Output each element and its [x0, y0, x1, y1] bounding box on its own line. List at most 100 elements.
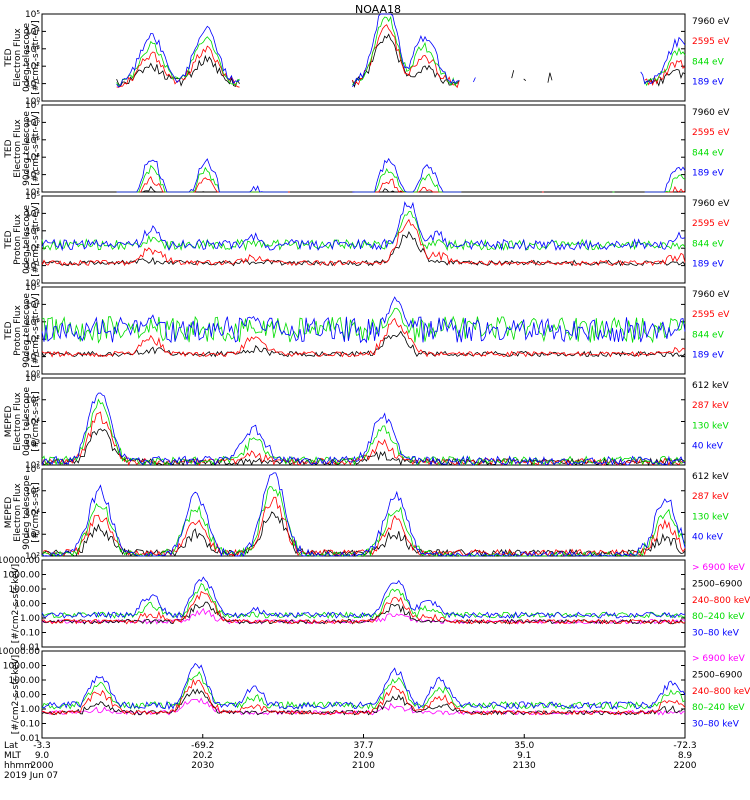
y-tick-label: 1.00: [20, 705, 40, 715]
x-tick-lat: -69.2: [191, 741, 214, 751]
legend-entry: 40 keV: [692, 533, 724, 543]
y-tick-label: 10⁵: [25, 192, 40, 202]
legend-entry: 189 eV: [692, 78, 725, 88]
series-trace: [41, 662, 686, 711]
y-axis-label: TEDProton Flux0deg telescope[#/cm2-s-str…: [4, 202, 41, 277]
y-tick-label: 10.00: [14, 600, 40, 610]
y-axis-label-line: 0deg telescope: [22, 205, 32, 275]
legend-entry: 2595 eV: [692, 128, 730, 138]
y-axis-label-line: TED: [4, 48, 14, 67]
y-axis-label-line: TED: [4, 139, 14, 158]
y-axis-label-line: [#/cm2-s-str-keV]: [11, 564, 21, 643]
y-tick-label: 0.10: [20, 720, 40, 730]
y-axis-label: MEPEDElectron Flux90deg telescope[#/cm2-…: [4, 475, 41, 550]
legend-entry: 2500–6900: [692, 670, 743, 680]
series-trace: [116, 164, 686, 193]
y-tick-label: 10²: [25, 461, 40, 471]
legend-entry: > 6900 keV: [692, 563, 746, 573]
legend-entry: 189 eV: [692, 169, 725, 179]
y-axis-label: TEDProton Flux90deg telescope[#/cm2-s-st…: [4, 293, 41, 368]
y-tick-label: 10⁰: [25, 97, 40, 107]
legend-entry: 130 keV: [692, 512, 729, 522]
y-tick-label: 10⁷: [25, 101, 40, 111]
legend-entry: 844 eV: [692, 148, 725, 158]
y-tick-label: 10¹: [25, 80, 40, 90]
y-tick-label: 100.00: [9, 585, 41, 595]
y-tick-label: 10⁶: [25, 118, 40, 128]
legend-entry: 189 eV: [692, 351, 725, 361]
y-tick-label: 10.00: [14, 691, 40, 701]
y-tick-label: 0.10: [20, 629, 40, 639]
y-tick-label: 10³: [25, 227, 40, 237]
legend-entry: 30–80 keV: [692, 629, 740, 639]
legend-entry: 30–80 keV: [692, 720, 740, 730]
legend-entry: 844 eV: [692, 330, 725, 340]
y-tick-label: 10⁴: [25, 209, 40, 219]
y-tick-label: 10⁶: [25, 465, 40, 475]
y-tick-label: 10²: [25, 335, 40, 345]
y-axis-label: [#/cm2-s-str-keV]: [11, 655, 21, 734]
x-row-label: hhmm: [4, 761, 33, 771]
series-trace: [41, 398, 686, 467]
x-tick-mlt: 8.9: [678, 751, 693, 761]
y-tick-label: 10⁴: [25, 300, 40, 310]
y-tick-label: 10³: [25, 45, 40, 55]
legend-entry: 612 keV: [692, 472, 729, 482]
legend-entry: 2500–6900: [692, 579, 743, 589]
legend-entry: 7960 eV: [692, 17, 730, 27]
y-tick-label: 1000.00: [3, 662, 40, 672]
y-axis-label-line: Proton Flux: [13, 305, 23, 356]
y-axis-label-line: 90deg telescope: [22, 293, 32, 368]
series-trace: [41, 201, 686, 252]
legend-entry: 2595 eV: [692, 219, 730, 229]
y-tick-label: 10⁴: [25, 153, 40, 163]
y-tick-label: 10³: [25, 171, 40, 181]
x-tick-lat: 37.7: [353, 741, 373, 751]
series-trace: [41, 486, 686, 558]
y-tick-label: 10000.00: [0, 556, 40, 566]
y-axis-label-line: [#/cm2-s-str-eV]: [31, 20, 41, 95]
series-trace: [41, 697, 686, 716]
legend-entry: 844 eV: [692, 57, 725, 67]
y-tick-label: 10⁵: [25, 396, 40, 406]
y-axis-label-line: [#/cm2-s-str-eV]: [31, 293, 41, 368]
y-tick-label: 100.00: [9, 676, 41, 686]
legend-entry: 2595 eV: [692, 310, 730, 320]
series-trace: [41, 392, 686, 466]
series-trace: [41, 607, 686, 625]
y-tick-label: 0.01: [20, 643, 40, 653]
series-trace: [41, 296, 686, 344]
y-tick-label: 10³: [25, 318, 40, 328]
panel-7: 0.01 0.10 1.00 10.00 100.00 1000.00 10000.00[#…: [0, 556, 750, 653]
y-tick-label: 10⁴: [25, 509, 40, 519]
legend-entry: 612 keV: [692, 381, 729, 391]
series-trace: [116, 13, 686, 88]
y-tick-label: 10⁴: [25, 418, 40, 428]
series-trace: [41, 583, 686, 619]
x-tick-mlt: 20.9: [353, 751, 373, 761]
y-axis-label: TEDElectron Flux0deg telescope[#/cm2-s-s…: [4, 20, 41, 95]
y-tick-label: 10³: [25, 530, 40, 540]
panel-frame: [41, 468, 686, 557]
panel-frame: [41, 104, 686, 193]
y-axis-label-line: Electron Flux: [13, 483, 23, 542]
y-tick-label: 10²: [25, 62, 40, 72]
panel-frame: [41, 650, 686, 739]
y-tick-label: 10¹: [25, 262, 40, 272]
x-tick-hhmm: 2130: [513, 761, 536, 771]
legend-entry: 130 keV: [692, 421, 729, 431]
series-trace: [41, 496, 686, 557]
series-trace: [41, 511, 686, 557]
y-tick-label: 0.01: [20, 734, 40, 744]
y-axis-label: TEDElectron Flux90deg telescope[#/cm2-s-…: [4, 111, 41, 186]
y-tick-label: 10⁰: [25, 279, 40, 289]
series-trace: [41, 576, 686, 619]
legend-entry: 240–800 keV: [692, 596, 750, 606]
legend-entry: 240–800 keV: [692, 687, 750, 697]
y-tick-label: 10⁵: [25, 487, 40, 497]
y-axis-label-line: [#/cm2-s-str-eV]: [31, 202, 41, 277]
y-axis-label-line: [#/cm2-s-str]: [31, 482, 41, 542]
